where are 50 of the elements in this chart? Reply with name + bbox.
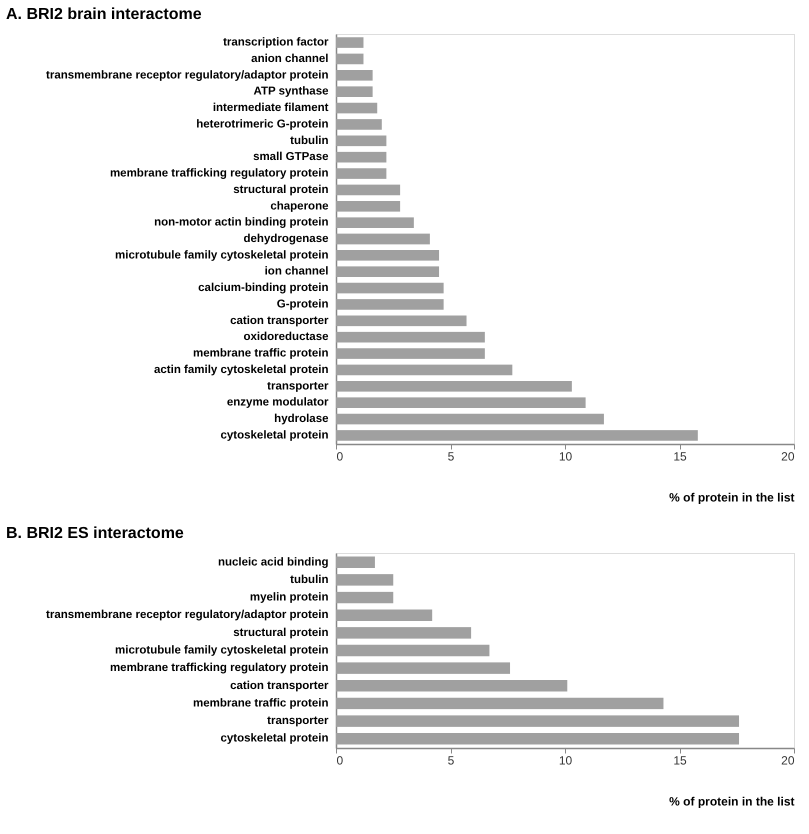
y-tick-label: transcription factor (223, 36, 330, 49)
y-tick-label: membrane traffic protein (193, 348, 328, 360)
y-tick-label: calcium-binding protein (198, 282, 328, 294)
y-tick-label: dehydrogenase (244, 233, 328, 245)
text: A. BRI2 brain interactome (6, 6, 202, 23)
y-tick-label: ATP synthase (254, 86, 328, 98)
x-tick-label: 0 (336, 754, 344, 768)
y-tick-label: small GTPase (253, 151, 328, 164)
x-tick-label: 10 (558, 754, 572, 768)
y-tick-label: cytoskeletal protein (220, 732, 328, 745)
x-tick-label: 15 (673, 754, 687, 768)
y-tick-label: oxidoreductase (244, 331, 328, 344)
y-tick-label: actin family cytoskeletal protein (154, 364, 328, 376)
text: B. BRI2 ES interactome (6, 525, 184, 542)
y-tick-label: microtubule family cytoskeletal protein (115, 249, 328, 262)
y-tick-label: hydrolase (274, 413, 328, 426)
y-tick-label: ion channel (264, 266, 328, 278)
y-tick-label: anion channel (251, 52, 328, 65)
y-tick-label: chaperone (270, 200, 328, 212)
y-tick-label: transporter (267, 380, 330, 392)
y-tick-label: transporter (267, 715, 330, 728)
y-tick-label: microtubule family cytoskeletal protein (115, 644, 328, 656)
x-axis-title: % of protein in the list (669, 794, 794, 808)
y-tick-label: membrane trafficking regulatory protein (110, 662, 328, 674)
x-tick-label: 0 (336, 450, 344, 464)
y-tick-label: structural protein (233, 184, 328, 196)
y-tick-label: nucleic acid binding (218, 556, 328, 568)
y-tick-label: cation transporter (230, 314, 330, 327)
y-tick-label: transmembrane receptor regulatory/adaptor protein (46, 609, 328, 622)
x-tick-label: 5 (448, 754, 455, 768)
y-tick-label: tubulin (290, 134, 328, 147)
y-tick-label: enzyme modulator (226, 396, 330, 409)
y-tick-label: cation transporter (230, 680, 330, 692)
y-tick-label: G-protein (276, 298, 328, 310)
x-tick-label: 15 (673, 450, 687, 464)
x-tick-label: 20 (781, 754, 795, 768)
y-tick-label: intermediate filament (212, 102, 329, 114)
y-tick-label: heterotrimeric G-protein (196, 118, 328, 130)
x-tick-label: 5 (448, 450, 455, 464)
y-tick-label: structural protein (233, 626, 328, 639)
y-tick-label: cytoskeletal protein (220, 429, 328, 442)
y-tick-label: membrane traffic protein (193, 697, 328, 710)
y-tick-label: non-motor actin binding protein (154, 216, 328, 229)
y-tick-label: transmembrane receptor regulatory/adaptor protein (46, 69, 328, 82)
x-tick-label: 10 (558, 450, 572, 464)
y-tick-label: membrane trafficking regulatory protein (110, 168, 328, 180)
x-axis-title: % of protein in the list (669, 490, 794, 504)
y-tick-label: tubulin (290, 574, 328, 586)
y-tick-label: myelin protein (250, 592, 328, 604)
x-tick-label: 20 (781, 450, 795, 464)
